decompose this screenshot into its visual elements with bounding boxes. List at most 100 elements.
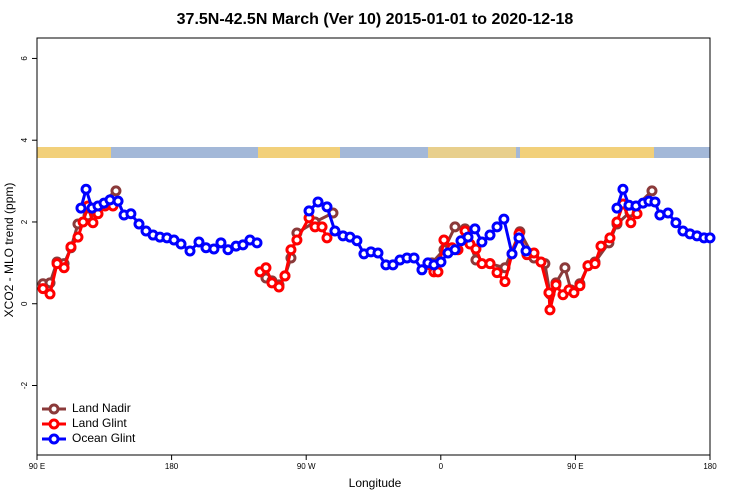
x-tick-label: 180 bbox=[165, 462, 179, 471]
data-point bbox=[568, 287, 580, 299]
y-axis-label: XCO2 - MLO trend (ppm) bbox=[2, 183, 16, 318]
data-point bbox=[285, 244, 297, 256]
data-point bbox=[175, 238, 187, 250]
data-point bbox=[387, 259, 399, 271]
data-point bbox=[491, 267, 503, 279]
data-point bbox=[77, 216, 89, 228]
data-point bbox=[87, 217, 99, 229]
data-point bbox=[72, 231, 84, 243]
legend-label: Land Glint bbox=[72, 416, 127, 430]
data-point bbox=[617, 183, 629, 195]
data-point bbox=[484, 258, 496, 270]
y-tick-label: 6 bbox=[20, 56, 29, 61]
data-point bbox=[543, 287, 555, 299]
data-point bbox=[316, 221, 328, 233]
data-point bbox=[237, 239, 249, 251]
data-point bbox=[312, 196, 324, 208]
data-point bbox=[329, 225, 341, 237]
data-point bbox=[416, 264, 428, 276]
data-point bbox=[449, 244, 461, 256]
x-tick-label: 90 W bbox=[297, 462, 316, 471]
series bbox=[37, 198, 643, 316]
data-point bbox=[408, 252, 420, 264]
legend-label: Land Nadir bbox=[72, 401, 131, 415]
data-point bbox=[208, 243, 220, 255]
data-point bbox=[193, 236, 205, 248]
data-point bbox=[513, 232, 525, 244]
land-strip bbox=[258, 147, 340, 158]
x-tick-label: 0 bbox=[439, 462, 444, 471]
data-point bbox=[462, 231, 474, 243]
data-point bbox=[670, 217, 682, 229]
y-tick-label: 4 bbox=[20, 137, 29, 142]
legend-marker bbox=[48, 403, 60, 415]
land-strip bbox=[520, 147, 654, 158]
plot-frame bbox=[36, 37, 711, 456]
data-point bbox=[125, 208, 137, 220]
data-point bbox=[291, 234, 303, 246]
data-point bbox=[321, 201, 333, 213]
data-point bbox=[260, 262, 272, 274]
data-point bbox=[372, 247, 384, 259]
land-strip bbox=[37, 147, 111, 158]
x-tick-label: 90 E bbox=[29, 462, 45, 471]
data-point bbox=[303, 205, 315, 217]
data-point bbox=[491, 221, 503, 233]
data-point bbox=[499, 276, 511, 288]
data-point bbox=[438, 234, 450, 246]
legend-marker bbox=[48, 433, 60, 445]
data-point bbox=[449, 221, 461, 233]
data-point bbox=[484, 229, 496, 241]
data-point bbox=[662, 207, 674, 219]
data-point bbox=[595, 240, 607, 252]
data-point bbox=[646, 185, 658, 197]
data-point bbox=[559, 262, 571, 274]
data-point bbox=[469, 223, 481, 235]
y-tick-label: -2 bbox=[20, 381, 29, 389]
data-point bbox=[625, 217, 637, 229]
data-point bbox=[58, 262, 70, 274]
data-point bbox=[133, 218, 145, 230]
series bbox=[37, 185, 658, 300]
data-point bbox=[44, 288, 56, 300]
data-point bbox=[704, 232, 716, 244]
chart-title: 37.5N-42.5N March (Ver 10) 2015-01-01 to… bbox=[177, 11, 574, 28]
legend-marker bbox=[48, 418, 60, 430]
data-point bbox=[470, 243, 482, 255]
data-point bbox=[498, 213, 510, 225]
data-point bbox=[435, 256, 447, 268]
data-point bbox=[321, 232, 333, 244]
data-point bbox=[604, 232, 616, 244]
y-tick-label: 0 bbox=[20, 301, 29, 306]
data-point bbox=[574, 280, 586, 292]
data-point bbox=[535, 256, 547, 268]
data-point bbox=[550, 279, 562, 291]
data-point bbox=[506, 248, 518, 260]
data-point bbox=[80, 183, 92, 195]
data-point bbox=[589, 258, 601, 270]
data-point bbox=[649, 196, 661, 208]
land-mask-band bbox=[37, 147, 710, 158]
x-axis-label: Longitude bbox=[349, 476, 402, 490]
data-point bbox=[476, 236, 488, 248]
data-point bbox=[112, 195, 124, 207]
legend-label: Ocean Glint bbox=[72, 431, 136, 445]
x-tick-label: 180 bbox=[703, 462, 717, 471]
data-point bbox=[279, 270, 291, 282]
y-tick-label: 2 bbox=[20, 219, 29, 224]
series bbox=[75, 183, 716, 276]
data-point bbox=[351, 235, 363, 247]
data-point bbox=[110, 185, 122, 197]
data-point bbox=[215, 237, 227, 249]
x-tick-label: 90 E bbox=[567, 462, 583, 471]
ocean-strip bbox=[37, 147, 710, 158]
data-point bbox=[611, 216, 623, 228]
data-point bbox=[184, 245, 196, 257]
data-point bbox=[37, 283, 49, 295]
data-point bbox=[75, 202, 87, 214]
data-point bbox=[544, 304, 556, 316]
data-point bbox=[65, 241, 77, 253]
land-strip bbox=[428, 147, 516, 158]
